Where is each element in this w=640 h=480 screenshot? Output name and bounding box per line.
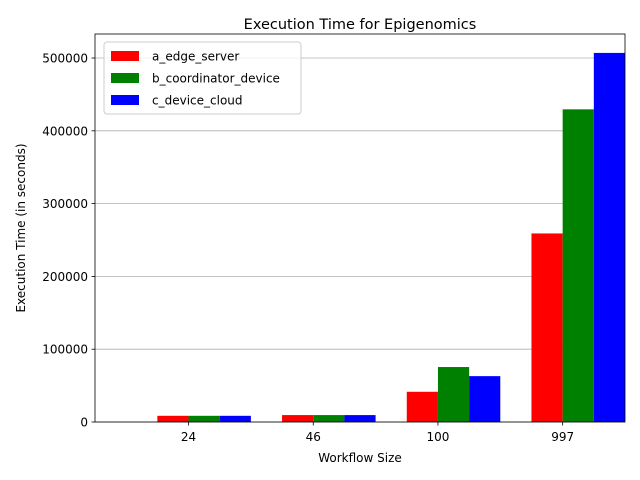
x-tick-label: 100 [426,430,449,444]
legend-swatch-a_edge_server [111,51,139,61]
bar-c_device_cloud-100 [469,376,501,422]
ticks: 0 100000 200000 300000 400000 500000 24 46 100 99… [42,52,574,444]
legend: a_edge_server b_coordinator_device c_devic… [103,41,302,115]
bars [157,52,625,423]
x-axis-label: Workflow Size [318,451,402,465]
bar-a_edge_server-997 [531,233,563,422]
y-tick-label: 500000 [42,52,88,66]
bar-a_edge_server-100 [406,391,438,422]
legend-swatch-b_coordinator_device [111,73,139,83]
legend-label-b_coordinator_device: b_coordinator_device [152,72,280,86]
bar-b_coordinator_device-46 [313,415,345,422]
legend-swatch-c_device_cloud [111,95,139,105]
bar-b_coordinator_device-24 [188,415,220,422]
x-tick-label: 997 [551,430,574,444]
y-tick-label: 200000 [42,270,88,284]
bar-a_edge_server-24 [157,415,189,422]
y-tick-label: 300000 [42,197,88,211]
y-tick-label: 100000 [42,343,88,357]
bar-b_coordinator_device-100 [437,367,470,422]
bar-c_device_cloud-24 [219,415,251,422]
bar-b_coordinator_device-997 [562,109,594,423]
legend-label-c_device_cloud: c_device_cloud [152,94,243,108]
bar-a_edge_server-46 [282,415,314,422]
bar-c_device_cloud-997 [593,52,625,423]
y-tick-label: 400000 [42,124,88,138]
legend-frame [103,41,302,115]
legend-label-a_edge_server: a_edge_server [152,50,239,64]
y-tick-label: 0 [80,416,88,430]
x-tick-label: 24 [181,430,196,444]
chart-title: Execution Time for Epigenomics [244,17,477,33]
x-tick-label: 46 [306,430,321,444]
bar-c_device_cloud-46 [344,415,376,422]
y-axis-label: Execution Time (in seconds) [14,143,28,312]
plot-frame [94,33,626,423]
